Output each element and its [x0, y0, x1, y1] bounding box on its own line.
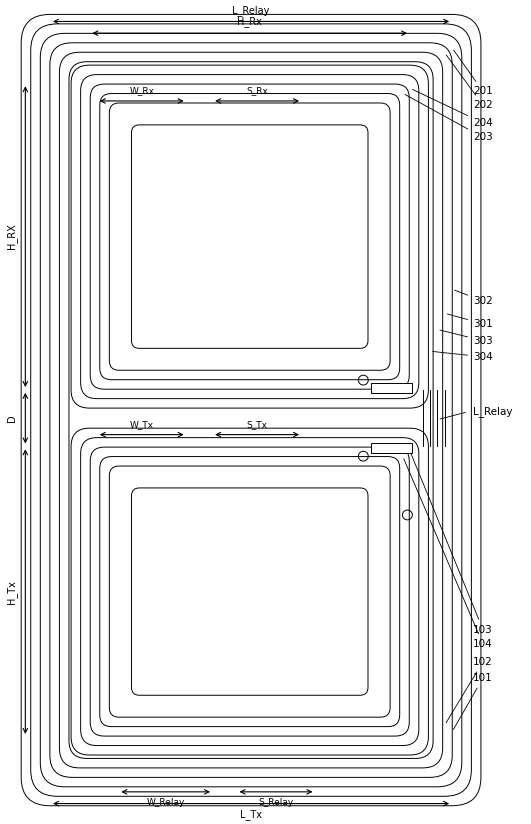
Text: S_Tx: S_Tx [246, 419, 268, 428]
FancyBboxPatch shape [132, 125, 368, 349]
Text: 101: 101 [453, 673, 493, 729]
Text: H_Tx: H_Tx [6, 579, 18, 603]
Text: L_Relay: L_Relay [233, 5, 270, 16]
Text: 302: 302 [455, 290, 493, 307]
Text: 104: 104 [404, 459, 493, 649]
Text: 202: 202 [447, 55, 493, 110]
Text: 103: 103 [411, 454, 493, 634]
Text: 203: 203 [405, 95, 493, 143]
Text: H_RX: H_RX [6, 224, 18, 250]
Text: 102: 102 [446, 657, 493, 723]
Text: 201: 201 [453, 50, 493, 96]
Text: 303: 303 [440, 330, 493, 346]
Text: 301: 301 [447, 314, 493, 329]
Text: 204: 204 [413, 90, 493, 128]
Text: W_Relay: W_Relay [147, 798, 185, 807]
Bar [371, 383, 412, 393]
Text: W_Rx: W_Rx [129, 86, 154, 95]
FancyBboxPatch shape [132, 488, 368, 695]
Text: H_Rx: H_Rx [237, 16, 262, 27]
Text: S_Relay: S_Relay [259, 798, 294, 807]
Text: D: D [7, 414, 18, 422]
Text: L_Tx: L_Tx [240, 809, 262, 821]
Text: W_Tx: W_Tx [130, 419, 154, 428]
Bar [371, 443, 412, 453]
Text: S_Rx: S_Rx [246, 86, 268, 95]
Text: L_Relay: L_Relay [473, 406, 512, 417]
Text: 304: 304 [433, 352, 493, 362]
